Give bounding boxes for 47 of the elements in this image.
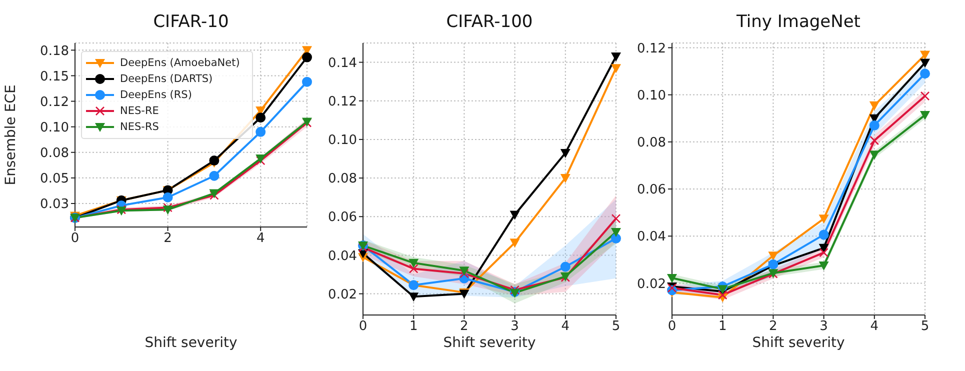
- x-tick-label: 2: [769, 319, 778, 334]
- legend-label: DeepEns (RS): [120, 89, 192, 101]
- y-tick-label: 0.02: [328, 287, 357, 302]
- x-tick-label: 0: [70, 231, 80, 246]
- x-tick-label: 2: [164, 231, 172, 246]
- x-tick-label: 2: [460, 319, 468, 334]
- x-axis-title: Shift severity: [144, 335, 238, 351]
- chart-title: Tiny ImageNet: [736, 12, 862, 32]
- y-tick-label: 0.08: [328, 172, 357, 187]
- x-tick-label: 0: [358, 319, 368, 334]
- x-tick-label: 4: [256, 231, 265, 246]
- x-axis-title: Shift severity: [442, 335, 537, 351]
- legend-label: NES-RS: [120, 121, 159, 133]
- y-tick-label: 0.06: [637, 182, 666, 198]
- chart-title: CIFAR-10: [152, 12, 230, 32]
- x-tick-label: 4: [561, 319, 570, 334]
- x-tick-label: 3: [510, 319, 519, 334]
- x-axis-title: Shift severity: [751, 335, 846, 351]
- x-tick-label: 5: [612, 319, 620, 334]
- x-tick-label: 5: [920, 319, 930, 334]
- x-tick-label: 1: [409, 319, 418, 334]
- y-tick-label: 0.10: [328, 133, 357, 148]
- y-tick-label: 0.15: [40, 69, 69, 84]
- y-tick-label: 0.12: [637, 41, 666, 56]
- y-tick-label: 0.03: [40, 197, 69, 212]
- y-tick-label: 0.10: [40, 120, 69, 136]
- y-tick-label: 0.10: [637, 88, 666, 104]
- y-tick-label: 0.06: [328, 210, 357, 226]
- y-tick-label: 0.12: [40, 94, 69, 110]
- chart-title: CIFAR-100: [445, 12, 534, 32]
- legend-label: DeepEns (AmoebaNet): [120, 57, 240, 69]
- legend-label: NES-RE: [120, 105, 159, 117]
- y-tick-label: 0.08: [40, 146, 69, 161]
- x-tick-label: 3: [820, 319, 828, 334]
- x-tick-label: 1: [718, 319, 727, 334]
- y-tick-label: 0.04: [637, 230, 666, 245]
- y-tick-label: 0.04: [328, 248, 357, 264]
- x-tick-label: 0: [668, 319, 676, 334]
- legend-label: DeepEns (DARTS): [120, 73, 213, 85]
- y-tick-label: 0.14: [328, 56, 357, 71]
- y-tick-label: 0.05: [40, 172, 69, 187]
- y-tick-label: 0.08: [637, 136, 666, 151]
- y-tick-label: 0.18: [40, 44, 69, 59]
- y-tick-label: 0.02: [637, 276, 666, 292]
- y-tick-label: 0.12: [328, 94, 357, 110]
- y-axis-title: Ensemble ECE: [2, 84, 19, 186]
- x-tick-label: 4: [870, 319, 879, 334]
